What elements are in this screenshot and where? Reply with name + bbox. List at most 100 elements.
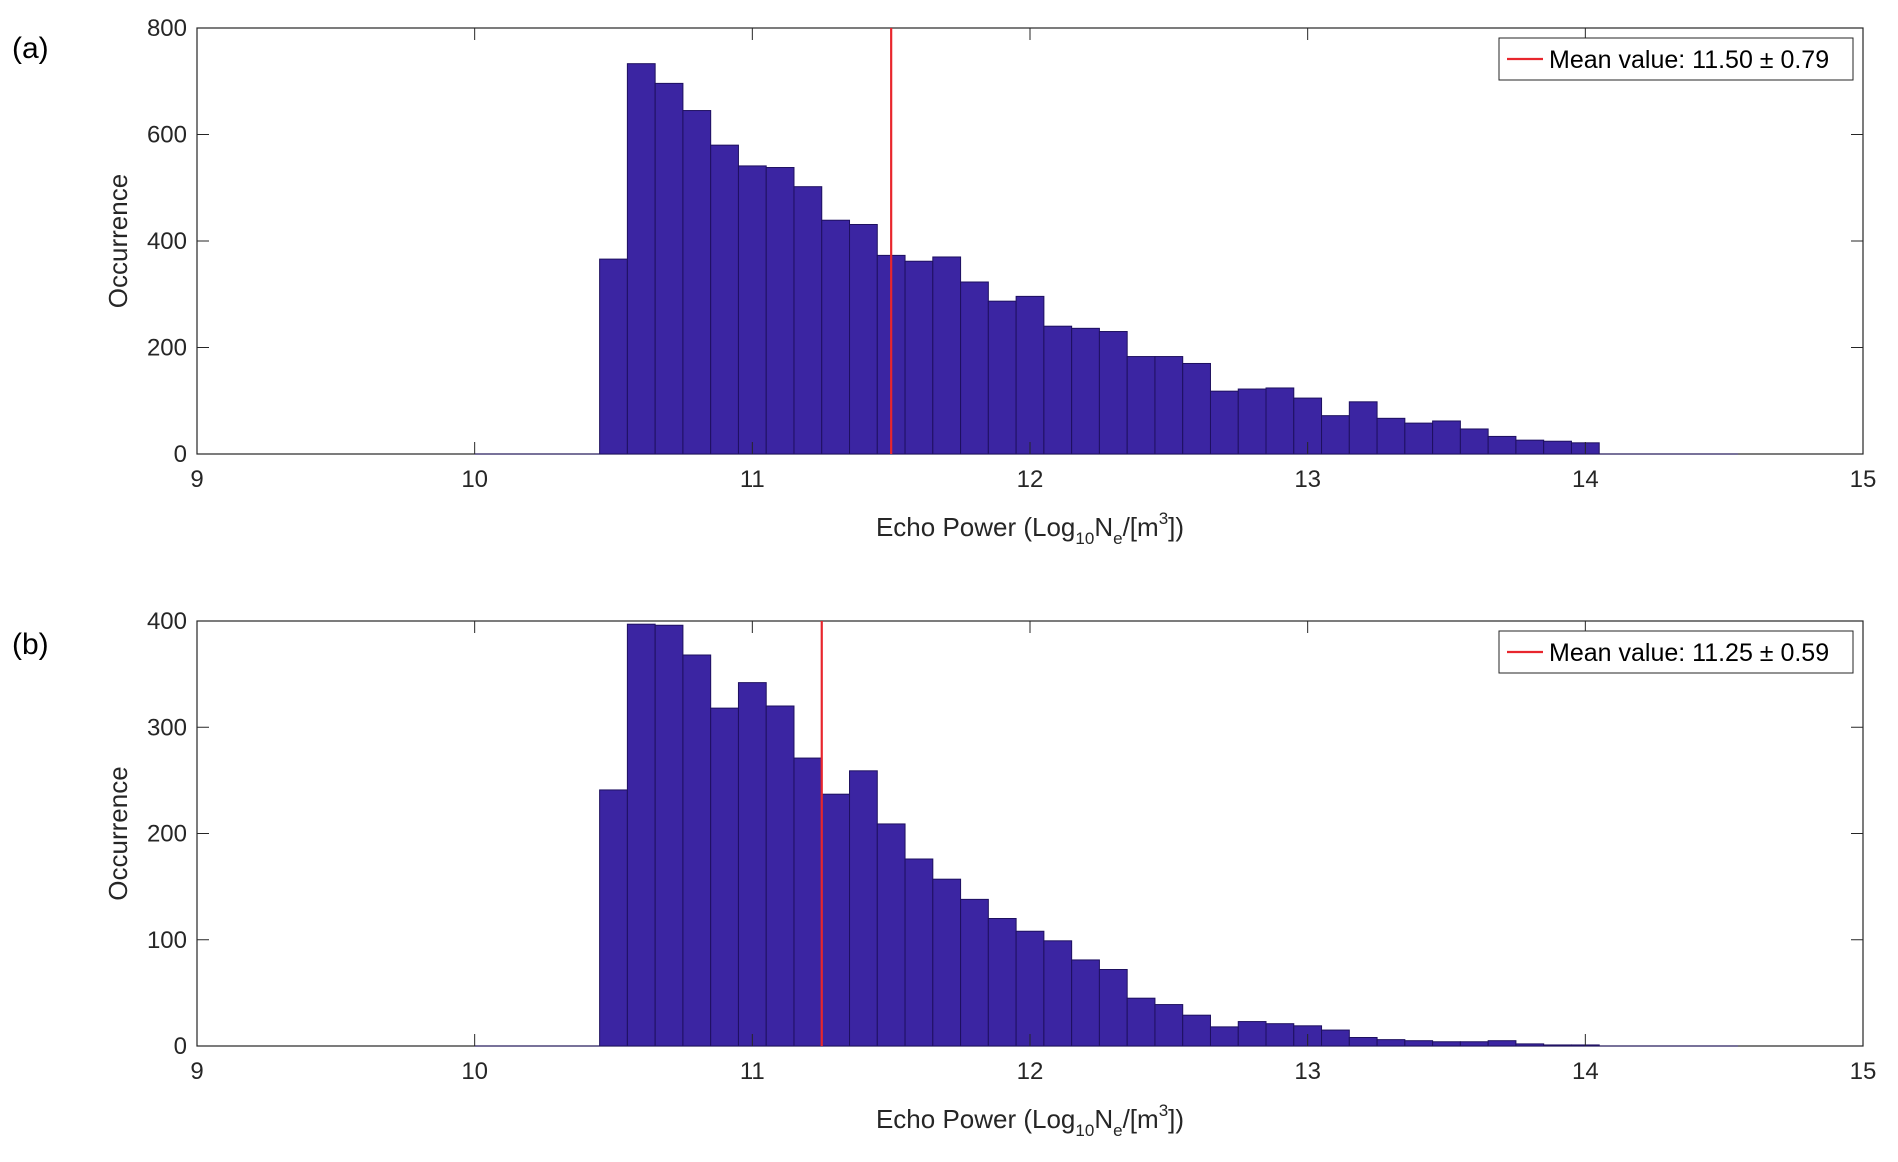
histogram-bar <box>765 167 795 455</box>
histogram-bar <box>960 898 989 1047</box>
histogram-bar <box>1265 387 1295 455</box>
histogram-bar <box>654 82 684 455</box>
histogram-bar <box>1404 422 1434 455</box>
legend: Mean value: 11.25 ± 0.59 <box>1498 630 1854 674</box>
y-tick-label: 400 <box>147 608 187 635</box>
histogram-bar <box>1487 1040 1517 1047</box>
histogram-bar <box>1043 325 1073 455</box>
histogram-bar <box>1376 417 1406 455</box>
x-tick-label: 13 <box>1294 1058 1321 1085</box>
histogram-bar <box>765 705 795 1047</box>
histogram-bar <box>710 707 739 1047</box>
histogram-bar <box>1459 1041 1489 1047</box>
histogram-bar <box>1432 420 1461 455</box>
histogram-bar <box>821 793 851 1047</box>
x-tick-label: 14 <box>1572 1058 1599 1085</box>
histogram-bar <box>1237 388 1267 455</box>
x-tick-label: 12 <box>1017 1058 1044 1085</box>
y-tick-label: 0 <box>174 1033 187 1060</box>
y-tick-label: 300 <box>147 714 187 741</box>
histogram-bar <box>932 878 962 1047</box>
histogram-bar <box>1182 362 1211 455</box>
histogram-bar <box>1515 1043 1545 1047</box>
histogram-bar <box>599 789 628 1047</box>
legend-label: Mean value: 11.25 ± 0.59 <box>1549 639 1829 667</box>
y-axis-label: Occurrence <box>103 766 133 900</box>
x-tick-label: 15 <box>1850 1058 1877 1085</box>
panel-label: (a) <box>12 32 49 65</box>
y-tick-label: 200 <box>147 821 187 848</box>
histogram-bar <box>849 223 878 455</box>
histogram-bar <box>1237 1021 1267 1047</box>
histogram-bar <box>1404 1040 1434 1047</box>
histogram-bar <box>737 165 767 455</box>
histogram-bar <box>793 186 823 455</box>
histogram-bar <box>987 918 1017 1047</box>
x-tick-label: 9 <box>190 466 203 493</box>
histogram-bar <box>1126 997 1156 1047</box>
histogram-bar <box>1071 959 1100 1047</box>
histogram-bar <box>682 110 712 455</box>
histogram-bar <box>1043 940 1073 1047</box>
histogram-bar <box>821 219 851 455</box>
legend: Mean value: 11.50 ± 0.79 <box>1498 37 1854 81</box>
x-tick-label: 13 <box>1294 466 1321 493</box>
x-axis-label: Echo Power (Log10Ne/[m3]) <box>876 1101 1184 1140</box>
bars <box>599 623 1600 1047</box>
legend-box <box>1498 630 1854 674</box>
histogram-bar <box>849 770 878 1047</box>
histogram-bar <box>1098 331 1128 455</box>
histogram-bar <box>1154 356 1184 455</box>
x-tick-label: 9 <box>190 1058 203 1085</box>
histogram-bar <box>626 623 656 1047</box>
histogram-bar <box>654 624 684 1047</box>
histogram-bar <box>682 654 712 1047</box>
y-axis-label: Occurrence <box>103 174 133 308</box>
histogram-bar <box>1543 440 1572 455</box>
histogram-bar <box>1376 1039 1406 1047</box>
y-tick-label: 600 <box>147 122 187 149</box>
legend-label: Mean value: 11.50 ± 0.79 <box>1549 46 1829 74</box>
histogram-bar <box>599 258 628 455</box>
histogram-bar <box>987 300 1017 455</box>
histogram-bar <box>1154 1004 1184 1047</box>
y-tick-label: 800 <box>147 15 187 42</box>
histogram-bar <box>1098 969 1128 1047</box>
histogram-bar <box>1543 1044 1572 1047</box>
x-tick-label: 11 <box>740 1058 765 1085</box>
histogram-bar <box>737 682 767 1047</box>
histogram-bar <box>1265 1023 1295 1047</box>
histogram-bar <box>904 260 934 455</box>
histogram-bar <box>1487 435 1517 455</box>
y-tick-label: 0 <box>174 441 187 468</box>
histogram-bar <box>1209 1026 1239 1047</box>
panel-label: (b) <box>12 628 49 661</box>
chart-panel-b: (b) 9 10 11 12 13 14 15 0 100 200 300 400 Occurrence E… <box>12 608 1876 1140</box>
histogram-bar <box>1182 1014 1211 1047</box>
x-tick-label: 10 <box>461 466 488 493</box>
y-tick-label: 400 <box>147 228 187 255</box>
histogram-bar <box>1432 1041 1461 1047</box>
histogram-bar <box>904 858 934 1047</box>
legend-box <box>1498 37 1854 81</box>
histogram-bar <box>1348 401 1378 455</box>
x-axis-label: Echo Power (Log10Ne/[m3]) <box>876 509 1184 548</box>
histogram-bar <box>1459 428 1489 455</box>
histogram-bar <box>1126 356 1156 455</box>
histogram-bar <box>1015 295 1045 455</box>
histogram-bar <box>960 281 989 455</box>
histogram-bar <box>626 63 656 455</box>
histogram-bar <box>1321 1029 1350 1047</box>
histogram-bar <box>1321 415 1350 455</box>
y-tick-label: 200 <box>147 335 187 362</box>
x-tick-label: 10 <box>461 1058 488 1085</box>
histogram-bar <box>793 757 823 1047</box>
x-tick-label: 11 <box>740 466 765 493</box>
histogram-bar <box>1015 930 1045 1047</box>
y-tick-label: 100 <box>147 927 187 954</box>
histogram-bar <box>932 256 962 455</box>
histogram-bar <box>1348 1037 1378 1047</box>
x-tick-label: 14 <box>1572 466 1599 493</box>
histogram-bar <box>1515 439 1545 455</box>
